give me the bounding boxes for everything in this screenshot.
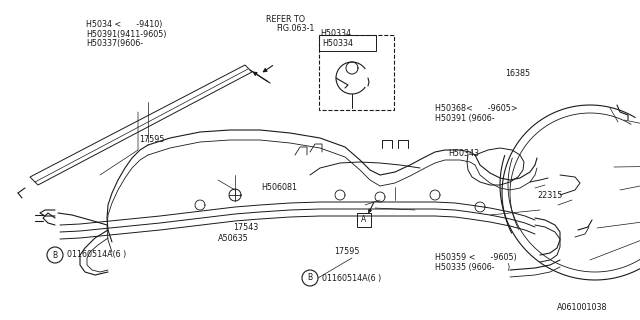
Text: A50635: A50635 [218,234,248,243]
Text: A: A [362,215,367,225]
Text: 01160514A(6 ): 01160514A(6 ) [67,251,126,260]
Text: H506081: H506081 [261,183,297,192]
Bar [319,35,376,51]
Text: B: B [52,251,58,260]
Text: H50391 (9606-: H50391 (9606- [435,114,495,123]
Text: 22315: 22315 [538,191,563,200]
Text: 17595: 17595 [140,135,165,144]
Text: H50359 <      -9605): H50359 < -9605) [435,253,517,262]
Text: H50391(9411-9605): H50391(9411-9605) [86,30,167,39]
Text: FIG.063-1: FIG.063-1 [276,24,315,33]
Text: H50343: H50343 [448,149,479,158]
Text: H5034 <      -9410): H5034 < -9410) [86,20,163,29]
Text: H50334: H50334 [320,29,351,38]
Text: B: B [307,274,312,283]
Text: H50334: H50334 [322,38,353,47]
Text: 16385: 16385 [506,69,531,78]
Text: A061001038: A061001038 [557,303,607,312]
Text: 01160514A(6 ): 01160514A(6 ) [322,274,381,283]
Bar [357,213,371,227]
Text: 17543: 17543 [234,223,259,232]
Bar [319,35,394,110]
Text: H50368<      -9605>: H50368< -9605> [435,104,518,113]
Text: H50337(9606-: H50337(9606- [86,39,143,48]
Text: REFER TO: REFER TO [266,15,305,24]
Text: H50335 (9606-     ): H50335 (9606- ) [435,263,511,272]
Text: 17595: 17595 [334,247,360,256]
